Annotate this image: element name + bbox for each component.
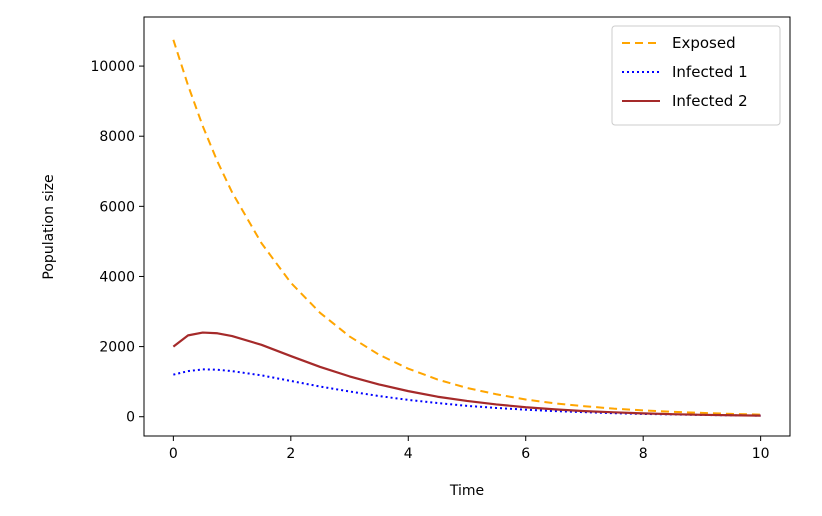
y-tick-label: 2000 [99,340,135,356]
legend-label: Infected 1 [672,63,748,81]
plot-frame [143,16,791,437]
x-tick-label: 2 [286,446,295,462]
y-tick-label: 6000 [99,199,135,215]
y-axis-label: Population size [41,174,57,279]
x-tick-label: 6 [521,446,530,462]
legend-label: Infected 2 [672,92,748,110]
x-tick-label: 8 [639,446,648,462]
x-tick-label: 0 [169,446,178,462]
series-line-3 [172,331,761,417]
y-tick-label: 10000 [90,59,135,75]
x-tick-label: 4 [404,446,413,462]
y-tick-label: 4000 [99,269,135,285]
x-axis-ticks: 0 2 4 6 8 10 [169,436,770,462]
legend-label: Exposed [672,34,736,52]
x-axis-label: Time [449,483,484,499]
plot-lines [172,39,761,417]
series-line-1 [172,39,761,416]
y-tick-label: 8000 [99,129,135,145]
y-tick-label: 0 [126,410,135,426]
x-tick-label: 10 [752,446,770,462]
legend: Exposed Infected 1 Infected 2 [611,25,781,126]
y-axis-ticks: 0 2000 4000 6000 8000 10000 [90,59,144,426]
